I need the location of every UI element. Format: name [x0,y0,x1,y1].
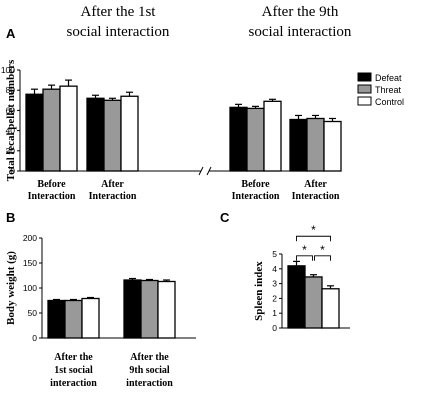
text-line: social interaction [67,24,170,40]
text-line: interaction [126,378,173,389]
text-line: After [101,179,124,190]
significance-bracket [296,255,313,261]
y-axis-label-b: Body weight (g) [5,251,17,325]
text-line: Interaction [232,191,280,202]
bar-a-defeat [229,106,248,172]
x-tick-label-b: After the 1st social interaction [50,352,97,389]
y-tick-label: 3 [272,279,277,289]
header-9th-social-interaction: After the 9th social interaction [249,4,352,40]
bar-c-threat [304,276,323,329]
text-line: 1st social [54,365,93,376]
x-tick-label-b: After the 9th social interaction [126,352,173,389]
x-tick-label-a: After Interaction [89,179,137,202]
bar-b-defeat [47,299,66,339]
bar-a-control [120,95,139,172]
y-tick-label: 0 [272,323,277,333]
bar-b-control [81,297,100,339]
y-axis-label-a: Total fecal pellet numbers [5,59,17,181]
text-line: After the 9th [262,4,339,20]
text-line: After [304,179,327,190]
y-tick-label: 50 [28,308,38,318]
y-tick-label: 100 [23,283,37,293]
bar-c-defeat [287,265,306,329]
bar-b-threat [64,299,83,339]
y-tick-label: 150 [23,258,37,268]
bar-a-defeat [86,97,105,172]
legend-label-control: Control [375,97,404,107]
significance-star: * [302,243,307,257]
x-tick-label-a: Before Interaction [232,179,280,202]
y-tick-label: 0 [32,333,37,343]
header-1st-social-interaction: After the 1st social interaction [67,4,170,40]
y-tick-label: 200 [23,233,37,243]
y-tick-label: 40 [6,126,16,136]
bar-b-control [157,280,176,339]
panel-label-b: B [6,210,15,225]
y-axis-label-c: Spleen index [253,261,265,321]
axis-break-mark [206,166,212,176]
legend-label-defeat: Defeat [375,73,402,83]
bar-a-control [263,100,282,172]
panel-label-a: A [6,26,16,41]
text-line: After the [54,352,93,363]
text-line: Before [37,179,66,190]
text-line: 9th social [129,365,170,376]
bar-b-defeat [123,279,142,339]
text-line: Before [241,179,270,190]
bar-a-control [323,120,342,172]
bar-a-control [59,85,78,172]
bar-c-control [321,288,340,329]
x-tick-label-a: Before Interaction [28,179,76,202]
bar-a-defeat [25,93,44,172]
y-tick-label: 1 [272,308,277,318]
panel-label-c: C [220,210,230,225]
bar-b-threat [140,279,159,339]
text-line: After the 1st [81,4,157,20]
legend-swatch-defeat [357,72,372,82]
significance-bracket [314,255,331,261]
text-line: After the [130,352,169,363]
bar-a-threat [103,99,122,172]
text-line: interaction [50,378,97,389]
legend-swatch-threat [357,84,372,94]
bar-a-threat [246,107,265,172]
significance-star: * [311,223,316,237]
bar-a-defeat [289,118,308,172]
significance-bracket [296,235,331,242]
text-line: Interaction [28,191,76,202]
text-line: social interaction [249,24,352,40]
x-tick-label-a: After Interaction [292,179,340,202]
significance-star: * [320,243,325,257]
y-tick-label: 100 [1,65,15,75]
y-tick-label: 2 [272,293,277,303]
y-tick-label: 4 [272,264,277,274]
text-line: Interaction [89,191,137,202]
legend-label-threat: Threat [375,85,402,95]
bar-a-threat [306,117,325,172]
y-tick-label: 0 [10,166,15,176]
text-line: Interaction [292,191,340,202]
bar-a-threat [42,88,61,172]
y-tick-label: 60 [6,105,16,115]
y-tick-label: 5 [272,249,277,259]
axis-break-mark [198,166,204,176]
legend-swatch-control [357,96,372,106]
y-tick-label: 80 [6,85,16,95]
y-tick-label: 20 [6,146,16,156]
